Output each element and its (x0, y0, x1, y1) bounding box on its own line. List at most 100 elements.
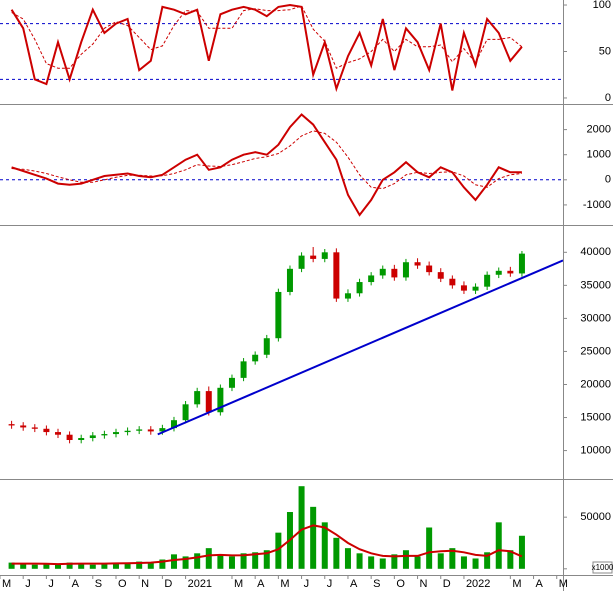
series-line (10, 3, 523, 93)
candle-body (217, 387, 224, 413)
x-tick-label: O (118, 578, 127, 590)
y-tick-label: 20000 (580, 378, 611, 390)
candle-body (298, 255, 305, 269)
bar (344, 548, 351, 569)
y-tick-label: 35000 (580, 279, 611, 291)
y-tick-label: 25000 (580, 345, 611, 357)
y-tick-label: 10000 (580, 444, 611, 456)
x-tick-label: M (512, 578, 521, 590)
bar (78, 563, 85, 569)
candle-body (472, 286, 479, 291)
bar (8, 562, 15, 569)
bar (217, 554, 224, 569)
x-tick-label: A (536, 578, 544, 590)
candle-body (391, 268, 398, 278)
y-tick-label: 40000 (580, 246, 611, 258)
candle-body (426, 265, 433, 273)
candle-body (194, 391, 201, 405)
x-tick-label: D (443, 578, 451, 590)
x-tick-label: M (559, 578, 568, 590)
bar (66, 562, 73, 569)
candle-body (205, 391, 212, 413)
candle-body (484, 274, 491, 287)
candle-body (159, 428, 166, 432)
candle-body (449, 278, 456, 286)
panel (0, 3, 563, 93)
bar (263, 550, 270, 569)
bar (228, 556, 235, 569)
x-tick-label: S (373, 578, 380, 590)
candle-body (31, 427, 38, 429)
bar (194, 553, 201, 569)
bar (356, 553, 363, 569)
candle-body (263, 338, 270, 355)
candle-body (147, 429, 154, 432)
candle-body (252, 354, 259, 362)
candle-body (402, 262, 409, 278)
bar (31, 564, 38, 569)
candle-body (286, 268, 293, 292)
x-tick-label: J (304, 578, 310, 590)
candle-body (333, 252, 340, 299)
x-tick-label: A (72, 578, 80, 590)
y-tick-label: 30000 (580, 312, 611, 324)
candle-body (43, 428, 50, 433)
bar (89, 564, 96, 569)
candle-body (101, 434, 108, 436)
annotation-box (592, 561, 613, 574)
x-tick-label: J (25, 578, 31, 590)
annotation: x1000 (592, 563, 613, 572)
bar (368, 556, 375, 569)
bar (101, 563, 108, 569)
x-tick-label: D (164, 578, 172, 590)
bar (182, 556, 189, 569)
y-tick-label: 100 (593, 0, 611, 11)
bar (20, 563, 27, 569)
candle-body (437, 272, 444, 279)
panel (8, 247, 563, 444)
series-line (11, 524, 523, 566)
x-tick-label: M (2, 578, 11, 590)
bar (159, 559, 166, 569)
bar (379, 558, 386, 569)
y-tick-label: 0 (605, 92, 611, 104)
candle-body (495, 270, 502, 275)
bar (437, 553, 444, 569)
x-tick-label: M (280, 578, 289, 590)
candle-body (507, 270, 514, 274)
candle-body (310, 255, 317, 259)
y-tick-label: 50000 (580, 511, 611, 523)
series-line (11, 5, 523, 69)
candle-body (356, 282, 363, 294)
candle-body (112, 432, 119, 435)
bar (205, 548, 212, 569)
candle-body (414, 262, 421, 266)
x-tick-label: J (48, 578, 54, 590)
candle-body (78, 438, 85, 441)
candle-body (8, 424, 15, 426)
bar (124, 563, 131, 569)
bar (518, 535, 525, 569)
candle-body (66, 434, 73, 441)
panel (8, 486, 525, 569)
bar (484, 552, 491, 569)
bar (147, 562, 154, 569)
series-line (11, 130, 522, 190)
bar (43, 563, 50, 569)
candle-body (275, 291, 282, 339)
bar (426, 527, 433, 569)
bar (275, 532, 282, 569)
series-line (11, 113, 522, 217)
bar (507, 550, 514, 569)
bar (112, 562, 119, 569)
bar (54, 564, 61, 569)
candle-body (240, 361, 247, 378)
x-tick-label: O (396, 578, 405, 590)
candle-body (182, 404, 189, 421)
panel (0, 113, 563, 217)
candle-body (321, 252, 328, 259)
bar (310, 506, 317, 569)
candle-body (228, 377, 235, 388)
